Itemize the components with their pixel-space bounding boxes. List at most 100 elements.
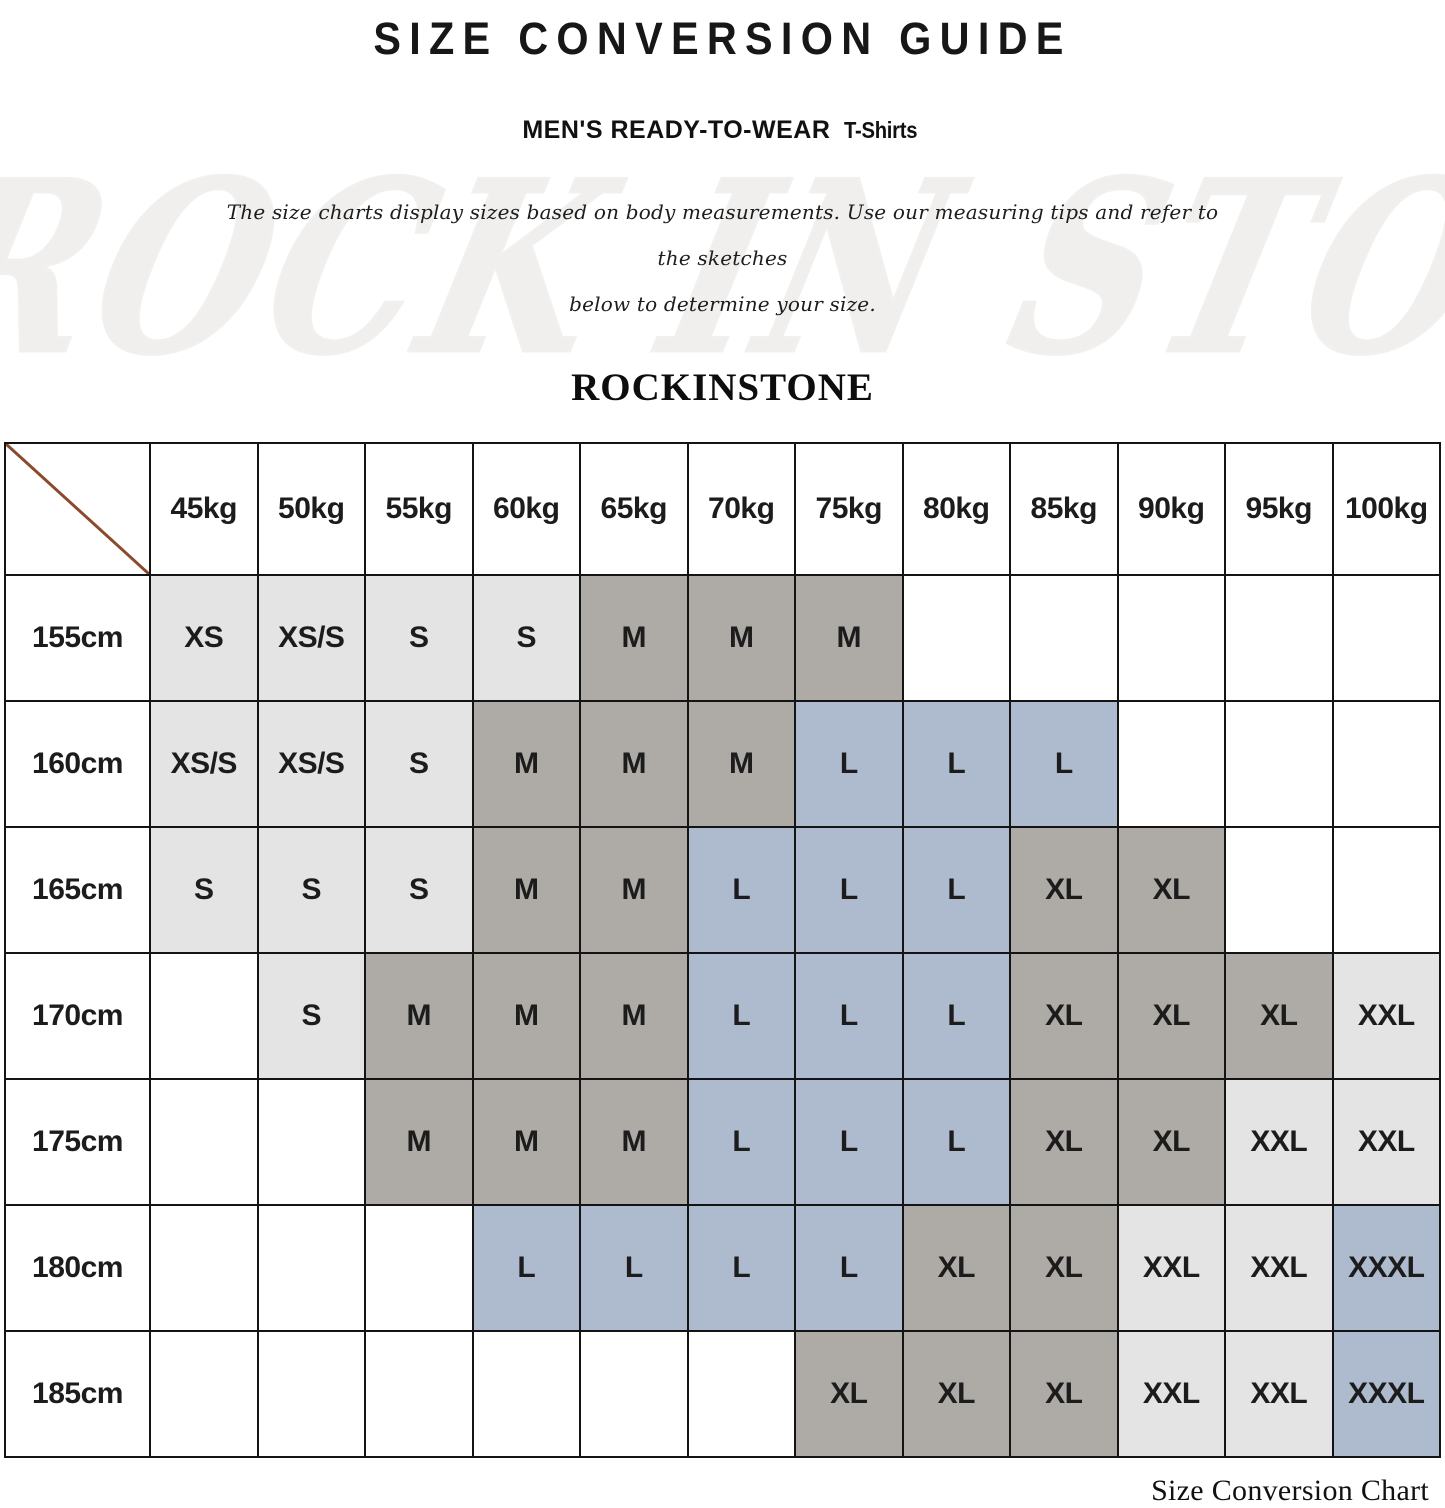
size-cell (1116, 574, 1226, 702)
height-row-header: 160cm (4, 700, 151, 828)
size-cell: L (901, 952, 1011, 1080)
size-cell: L (794, 952, 904, 1080)
size-cell: M (364, 952, 474, 1080)
size-cell (364, 1204, 474, 1332)
weight-column-header: 70kg (686, 442, 796, 576)
subtitle: MEN'S READY-TO-WEAR T-Shirts (0, 118, 1445, 143)
size-cell: M (471, 700, 581, 828)
size-cell: XXL (1224, 1078, 1334, 1206)
size-cell: L (901, 826, 1011, 954)
table-header: 45kg 50kg 55kg 60kg 65kg 70kg 75kg 80kg 85kg 90kg… (4, 442, 1441, 576)
size-cell: S (364, 826, 474, 954)
height-row-header: 170cm (4, 952, 151, 1080)
size-cell (686, 1330, 796, 1458)
footer-caption: Size Conversion Chart (1151, 1474, 1429, 1507)
size-cell: M (579, 826, 689, 954)
size-cell: M (686, 700, 796, 828)
size-cell: L (471, 1204, 581, 1332)
size-cell: XXXL (1331, 1330, 1441, 1458)
table-row: 165cm S S S M M L L L XL XL (4, 826, 1441, 954)
table-row: 180cm L L L L XL XL XXL XXL XXXL (4, 1204, 1441, 1332)
description-line-2: below to determine your size. (569, 292, 876, 316)
size-cell: S (256, 952, 366, 1080)
table-row: 170cm S M M M L L L XL XL XL XXL (4, 952, 1441, 1080)
table-row: 175cm M M M L L L XL XL XXL XXL (4, 1078, 1441, 1206)
size-cell: M (471, 826, 581, 954)
size-cell: L (794, 1078, 904, 1206)
size-cell: S (364, 574, 474, 702)
size-cell (901, 574, 1011, 702)
size-cell: S (364, 700, 474, 828)
weight-column-header: 45kg (149, 442, 259, 576)
size-cell (149, 1204, 259, 1332)
size-cell: L (794, 826, 904, 954)
size-cell: XL (794, 1330, 904, 1458)
table-row: 160cm XS/S XS/S S M M M L L L (4, 700, 1441, 828)
height-row-header: 155cm (4, 574, 151, 702)
size-cell: XXL (1116, 1330, 1226, 1458)
size-cell: S (149, 826, 259, 954)
weight-column-header: 80kg (901, 442, 1011, 576)
height-row-header: 180cm (4, 1204, 151, 1332)
size-cell (1331, 574, 1441, 702)
size-cell: XS (149, 574, 259, 702)
table-header-row: 45kg 50kg 55kg 60kg 65kg 70kg 75kg 80kg 85kg 90kg… (4, 442, 1441, 576)
size-cell (1331, 826, 1441, 954)
table-row: 155cm XS XS/S S S M M M (4, 574, 1441, 702)
size-cell: XL (1116, 952, 1226, 1080)
size-cell: XL (1116, 1078, 1226, 1206)
table-corner-cell (4, 442, 151, 576)
size-cell: XS/S (149, 700, 259, 828)
size-cell: L (686, 952, 796, 1080)
size-cell: M (794, 574, 904, 702)
size-cell: M (579, 700, 689, 828)
height-row-header: 175cm (4, 1078, 151, 1206)
size-cell (1009, 574, 1119, 702)
subtitle-product: T-Shirts (844, 117, 918, 143)
size-cell: XL (901, 1204, 1011, 1332)
size-cell: L (686, 826, 796, 954)
size-cell (1224, 574, 1334, 702)
size-cell (1116, 700, 1226, 828)
weight-column-header: 85kg (1009, 442, 1119, 576)
size-cell: L (901, 700, 1011, 828)
size-cell: M (579, 952, 689, 1080)
size-cell (256, 1330, 366, 1458)
size-cell (256, 1078, 366, 1206)
size-cell (149, 1078, 259, 1206)
size-cell: XL (1116, 826, 1226, 954)
size-cell: XL (1009, 1330, 1119, 1458)
size-cell: XXXL (1331, 1204, 1441, 1332)
size-cell: XXL (1331, 1078, 1441, 1206)
size-cell: XS/S (256, 574, 366, 702)
size-conversion-table: 45kg 50kg 55kg 60kg 65kg 70kg 75kg 80kg 85kg 90kg… (4, 442, 1441, 1458)
weight-column-header: 55kg (364, 442, 474, 576)
page-title: SIZE CONVERSION GUIDE (373, 13, 1072, 64)
size-cell: M (579, 574, 689, 702)
size-cell: XXL (1331, 952, 1441, 1080)
size-cell: M (471, 952, 581, 1080)
size-cell: L (794, 700, 904, 828)
size-cell: M (686, 574, 796, 702)
size-cell: XL (1009, 1078, 1119, 1206)
size-cell: XL (1224, 952, 1334, 1080)
description-line-1: The size charts display sizes based on b… (226, 200, 1219, 270)
weight-column-header: 60kg (471, 442, 581, 576)
size-cell: S (256, 826, 366, 954)
size-cell (149, 952, 259, 1080)
size-cell: L (794, 1204, 904, 1332)
size-cell: L (1009, 700, 1119, 828)
table-row: 185cm XL XL XL XXL XXL XXXL (4, 1330, 1441, 1458)
weight-column-header: 50kg (256, 442, 366, 576)
weight-column-header: 90kg (1116, 442, 1226, 576)
size-table-container: 45kg 50kg 55kg 60kg 65kg 70kg 75kg 80kg 85kg 90kg… (0, 442, 1445, 1458)
size-cell: L (686, 1078, 796, 1206)
subtitle-category: MEN'S READY-TO-WEAR (522, 116, 831, 144)
description: The size charts display sizes based on b… (223, 189, 1223, 327)
size-cell (579, 1330, 689, 1458)
size-cell: L (901, 1078, 1011, 1206)
weight-column-header: 100kg (1331, 442, 1441, 576)
height-row-header: 165cm (4, 826, 151, 954)
weight-column-header: 75kg (794, 442, 904, 576)
size-cell: XXL (1224, 1330, 1334, 1458)
